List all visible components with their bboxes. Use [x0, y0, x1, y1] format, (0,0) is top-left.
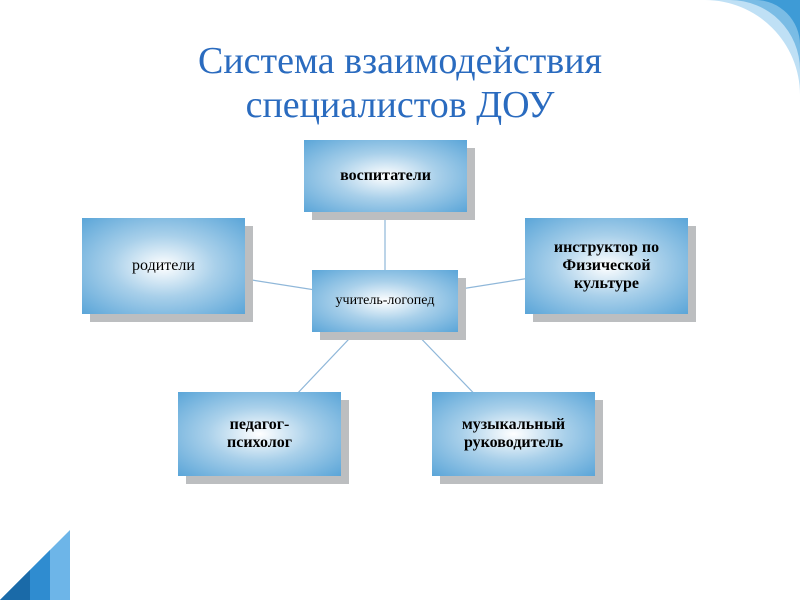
node-label: учитель-логопед — [316, 293, 454, 309]
diagram-node-center: учитель-логопед — [312, 270, 458, 332]
node-label: инструктор по Физической культуре — [529, 239, 684, 293]
diagram-node-left: родители — [82, 218, 245, 314]
slide-title: Система взаимодействия специалистов ДОУ — [0, 40, 800, 127]
node-label: педагог- психолог — [182, 416, 337, 452]
diagram-node-br: музыкальный руководитель — [432, 392, 595, 476]
diagram-node-bl: педагог- психолог — [178, 392, 341, 476]
slide: Система взаимодействия специалистов ДОУ … — [0, 0, 800, 600]
node-label: музыкальный руководитель — [436, 416, 591, 452]
diagram-node-top: воспитатели — [304, 140, 467, 212]
node-label: воспитатели — [308, 167, 463, 185]
diagram-node-right: инструктор по Физической культуре — [525, 218, 688, 314]
node-label: родители — [86, 257, 241, 275]
corner-tl-1 — [0, 570, 30, 600]
